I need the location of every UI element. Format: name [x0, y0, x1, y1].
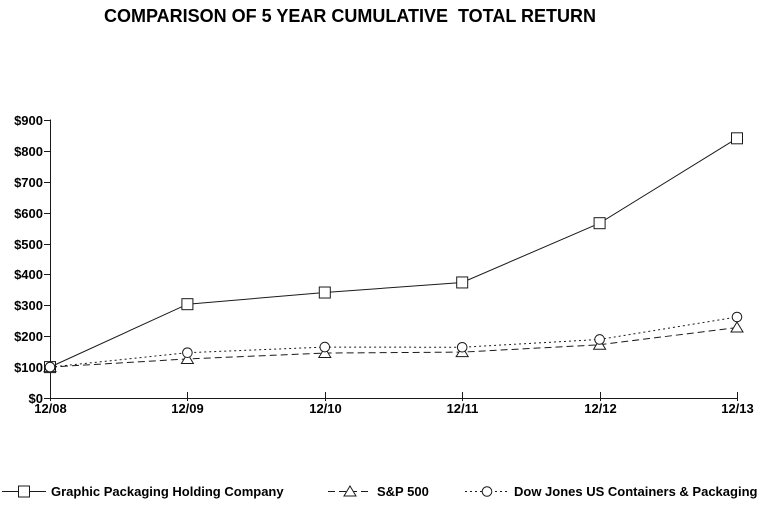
series-line-circle — [49, 316, 738, 368]
chart-title: COMPARISON OF 5 YEAR CUMULATIVE TOTAL RE… — [103, 6, 597, 26]
circle-marker-icon — [44, 361, 56, 373]
triangle-marker-icon — [180, 352, 195, 364]
circle-marker-icon — [182, 347, 193, 358]
y-tick-label: $100 — [14, 360, 43, 375]
series-markers-circle — [44, 311, 743, 373]
legend-square-sample — [2, 485, 46, 497]
legend-triangle-sample — [328, 484, 372, 496]
square-marker-icon — [318, 286, 331, 299]
y-tick-label: $600 — [14, 206, 43, 221]
x-tick-label: 12/12 — [584, 401, 617, 416]
x-tick-label: 12/08 — [34, 401, 67, 416]
y-tick-label: $700 — [14, 175, 43, 190]
triangle-marker-icon — [730, 321, 744, 333]
square-marker-icon — [18, 485, 30, 497]
series-markers-square — [44, 132, 743, 374]
circle-marker-icon — [456, 341, 468, 353]
y-tick-label: $900 — [14, 113, 43, 128]
y-tick-label: $300 — [14, 298, 43, 313]
legend-circle-sample — [465, 485, 509, 497]
circle-marker-icon — [731, 311, 743, 323]
legend-item: Graphic Packaging Holding Company — [2, 482, 284, 500]
y-tick-label: $0 — [29, 391, 43, 406]
series-line-square — [49, 137, 738, 368]
y-tick-label: $500 — [14, 237, 43, 252]
square-marker-icon — [181, 298, 194, 311]
legend-label: Graphic Packaging Holding Company — [51, 483, 284, 499]
y-tick-label: $800 — [14, 144, 43, 159]
square-marker-icon — [456, 276, 469, 289]
y-tick-label: $400 — [14, 267, 43, 282]
legend-label: S&P 500 — [377, 483, 429, 499]
legend-label: Dow Jones US Containers & Packaging — [514, 483, 758, 499]
x-tick-label: 12/13 — [721, 401, 754, 416]
circle-marker-icon — [481, 485, 493, 497]
circle-marker-icon — [319, 341, 331, 353]
series-line-triangle — [49, 327, 738, 368]
series-markers-triangle — [43, 321, 744, 373]
y-tick-label: $200 — [14, 329, 43, 344]
x-tick-label: 12/09 — [171, 401, 204, 416]
x-tick-label: 12/10 — [309, 401, 342, 416]
x-tick-label: 12/11 — [447, 401, 479, 416]
legend-item: S&P 500 — [328, 482, 429, 500]
triangle-marker-icon — [343, 484, 357, 496]
square-marker-icon — [731, 132, 743, 145]
axis-lines — [50, 119, 738, 399]
square-marker-icon — [593, 217, 606, 230]
circle-marker-icon — [594, 334, 605, 345]
legend-item: Dow Jones US Containers & Packaging — [465, 482, 757, 500]
triangle-marker-icon — [317, 346, 332, 359]
